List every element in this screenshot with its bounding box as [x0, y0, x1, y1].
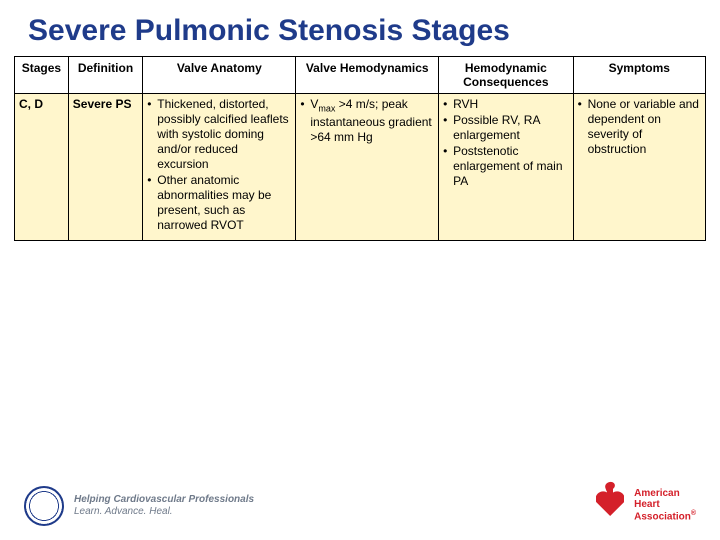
cell-consequences: RVH Possible RV, RA enlargement Poststen… [439, 94, 573, 241]
col-valve-anatomy: Valve Anatomy [143, 57, 296, 94]
aha-line2: Heart [634, 500, 696, 511]
stages-table-container: Stages Definition Valve Anatomy Valve He… [0, 56, 720, 241]
cell-stage: C, D [15, 94, 69, 241]
aha-line3: Association® [634, 510, 696, 523]
cell-anatomy: Thickened, distorted, possibly calcified… [143, 94, 296, 241]
consequence-item: Poststenotic enlargement of main PA [443, 144, 568, 189]
aha-heart-torch-icon [592, 488, 628, 524]
hemodynamics-item: Vmax >4 m/s; peak instantaneous gradient… [300, 97, 434, 145]
col-hemodynamic-consequences: Hemodynamic Consequences [439, 57, 573, 94]
vmax-sub: max [318, 103, 335, 113]
stages-table: Stages Definition Valve Anatomy Valve He… [14, 56, 706, 241]
consequence-item: RVH [443, 97, 568, 112]
anatomy-item: Other anatomic abnormalities may be pres… [147, 173, 291, 233]
acc-seal-icon [24, 486, 64, 526]
aha-line1: American [634, 489, 696, 500]
tagline: Helping Cardiovascular Professionals Lea… [74, 494, 254, 519]
cell-hemodynamics: Vmax >4 m/s; peak instantaneous gradient… [296, 94, 439, 241]
col-definition: Definition [68, 57, 142, 94]
anatomy-item: Thickened, distorted, possibly calcified… [147, 97, 291, 172]
col-stages: Stages [15, 57, 69, 94]
col-valve-hemodynamics: Valve Hemodynamics [296, 57, 439, 94]
tagline-line2: Learn. Advance. Heal. [74, 506, 254, 519]
consequence-item: Possible RV, RA enlargement [443, 113, 568, 143]
slide-footer: Helping Cardiovascular Professionals Lea… [0, 478, 720, 540]
tagline-line1: Helping Cardiovascular Professionals [74, 494, 254, 507]
page-title: Severe Pulmonic Stenosis Stages [0, 0, 720, 56]
col-symptoms: Symptoms [573, 57, 705, 94]
cell-definition: Severe PS [68, 94, 142, 241]
aha-block: American Heart Association® [592, 488, 696, 524]
aha-text: American Heart Association® [634, 489, 696, 523]
table-row: C, D Severe PS Thickened, distorted, pos… [15, 94, 706, 241]
footer-left: Helping Cardiovascular Professionals Lea… [24, 486, 254, 526]
symptom-item: None or variable and dependent on severi… [578, 97, 701, 157]
table-header-row: Stages Definition Valve Anatomy Valve He… [15, 57, 706, 94]
cell-symptoms: None or variable and dependent on severi… [573, 94, 705, 241]
